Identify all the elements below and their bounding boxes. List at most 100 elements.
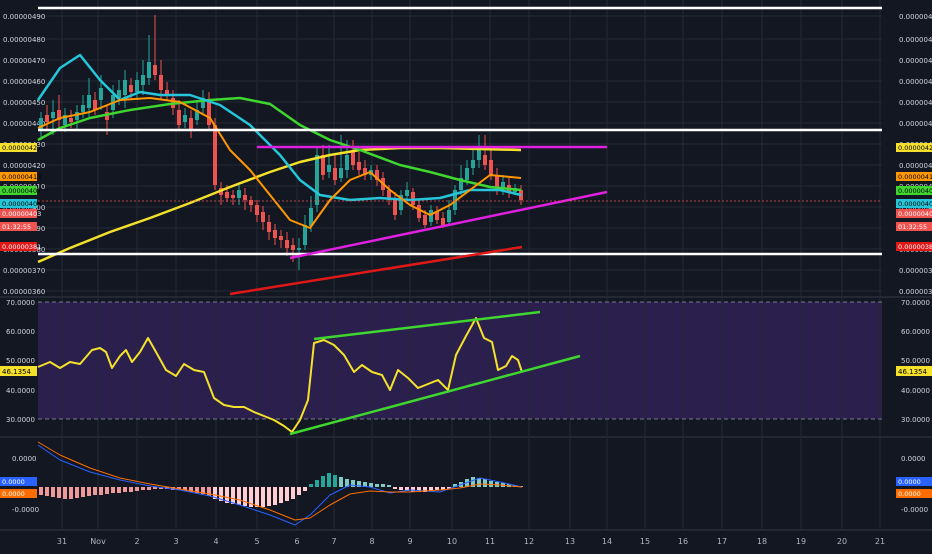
- candle-body: [447, 210, 451, 222]
- macd-histogram-bar: [117, 487, 121, 493]
- candle-body: [477, 150, 481, 160]
- macd-histogram-bar: [489, 481, 493, 487]
- rsi-axis-left-label: 70.0000: [6, 299, 35, 307]
- time-axis-label: 14: [602, 537, 612, 546]
- macd-histogram-bar: [261, 487, 265, 507]
- candle-body: [93, 100, 97, 110]
- signal-line: [37, 441, 523, 521]
- candle-body: [213, 125, 217, 185]
- candle-body: [465, 168, 469, 180]
- price-badge-left: [0, 172, 37, 181]
- macd-histogram-bar: [435, 487, 439, 490]
- candle-body: [39, 118, 43, 130]
- price-axis-left-label: 0.00000420: [3, 162, 45, 170]
- macd-histogram-bar: [441, 487, 445, 490]
- macd-histogram-bar: [273, 487, 277, 505]
- macd-histogram-bar: [453, 484, 457, 487]
- price-axis-left-label: 0.00000370: [3, 267, 45, 275]
- price-axis-right-label: 0.00000370: [899, 267, 932, 275]
- macd-histogram-bar: [483, 479, 487, 487]
- macd-histogram-bar: [171, 487, 175, 490]
- price-axis-right-label: 0.00000420: [899, 162, 932, 170]
- candle-body: [147, 62, 151, 78]
- price-badge-left: [0, 222, 37, 231]
- price-badge-right: [896, 143, 932, 152]
- macd-histogram-bar: [411, 487, 415, 492]
- macd-badge-right: [896, 477, 932, 486]
- price-axis-left-label: 0.00000490: [3, 13, 45, 21]
- price-axis-right-label: 0.00000360: [899, 288, 932, 296]
- macd-histogram-bar: [429, 487, 433, 491]
- candle-body: [195, 110, 199, 120]
- macd-badge-right: [896, 489, 932, 498]
- candle-body: [471, 160, 475, 168]
- price-badge-right-label: 0.00000406: [898, 200, 932, 208]
- macd-histogram-bar: [189, 487, 193, 492]
- macd-histogram-bar: [51, 487, 55, 497]
- macd-histogram-bar: [249, 487, 253, 507]
- macd-badge-left: [0, 489, 37, 498]
- time-axis-label: 13: [565, 537, 575, 546]
- candle-body: [123, 80, 127, 95]
- rsi-axis-right-label: 60.0000: [901, 328, 930, 336]
- time-axis-label: 21: [875, 537, 885, 546]
- candle-body: [309, 208, 313, 226]
- price-axis-left-label: 0.00000460: [3, 78, 45, 86]
- macd-histogram-bar: [327, 473, 331, 487]
- macd-histogram-bar: [207, 487, 211, 496]
- candle-body: [363, 168, 367, 175]
- time-axis-label: 12: [524, 537, 534, 546]
- price-axis-right-label: 0.00000480: [899, 36, 932, 44]
- macd-histogram-bar: [57, 487, 61, 498]
- price-axis-left-label: 0.00000470: [3, 57, 45, 65]
- macd-histogram-bar: [231, 487, 235, 504]
- macd-badge-left-label: 0.0000: [2, 490, 25, 498]
- candle-body: [69, 118, 73, 122]
- price-badge-left-label: 0.00000427: [2, 144, 41, 152]
- candle-body: [273, 230, 277, 238]
- time-axis-label: 31: [57, 537, 67, 546]
- macd-histogram-bar: [93, 487, 97, 495]
- candle-body: [231, 195, 235, 198]
- macd-histogram-bar: [225, 487, 229, 503]
- rsi-axis-right-label: 70.0000: [901, 299, 930, 307]
- price-axis-right-label: 0.00000460: [899, 78, 932, 86]
- price-badge-left: [0, 186, 37, 195]
- macd-histogram-bar: [243, 487, 247, 506]
- macd-histogram-bar: [279, 487, 283, 503]
- macd-histogram-bar: [321, 476, 325, 487]
- price-axis-left-label: 0.00000440: [3, 120, 45, 128]
- rsi-value-badge-left: [0, 366, 37, 376]
- price-badge-left-label: 0.00000413: [2, 173, 41, 181]
- price-badge-left-label: 01:32:55: [2, 223, 31, 231]
- price-axis-left-label: 0.00000450: [3, 99, 45, 107]
- price-badge-left-label: 0.00000406: [2, 200, 41, 208]
- time-axis-label: 6: [294, 537, 299, 546]
- macd-histogram-bar: [375, 484, 379, 487]
- macd-histogram-bar: [219, 487, 223, 501]
- macd-histogram-bar: [315, 480, 319, 487]
- time-axis-label: 15: [640, 537, 650, 546]
- candle-body: [225, 192, 229, 198]
- candle-body: [411, 192, 415, 205]
- time-axis-label: 9: [407, 537, 412, 546]
- price-badge-right-label: 0.00000427: [898, 144, 932, 152]
- time-axis-label: 2: [134, 537, 139, 546]
- macd-histogram-bar: [87, 487, 91, 496]
- price-badge-right: [896, 172, 932, 181]
- macd-badge-right-label: 0.0000: [898, 478, 921, 486]
- rsi-band: [38, 302, 882, 419]
- price-badge-right-label: 0.00000403: [898, 210, 932, 218]
- candle-body: [129, 85, 133, 92]
- time-axis-label: 19: [796, 537, 806, 546]
- macd-histogram-bar: [105, 487, 109, 494]
- macd-axis-left-label: 0.0000: [12, 455, 37, 463]
- macd-histogram-bar: [63, 487, 67, 499]
- price-badge-right: [896, 242, 932, 251]
- price-badge-left: [0, 209, 37, 218]
- candle-body: [291, 245, 295, 250]
- macd-histogram-bar: [39, 487, 43, 495]
- candle-body: [489, 160, 493, 175]
